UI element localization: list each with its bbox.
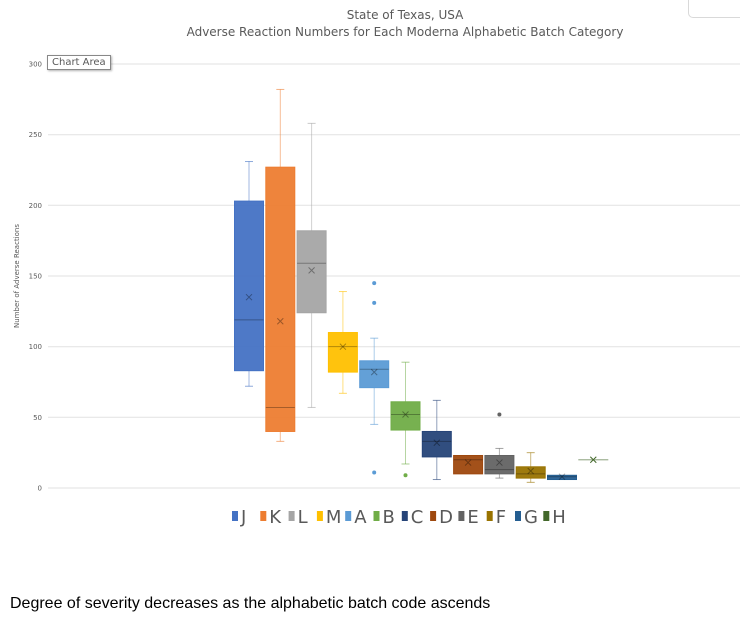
box-G <box>547 473 577 481</box>
boxes <box>234 88 609 483</box>
box-J <box>234 161 264 387</box>
y-tick-label: 0 <box>38 485 42 493</box>
mean-marker <box>527 467 535 475</box>
legend-label-K: K <box>269 507 282 528</box>
box-D <box>453 454 484 475</box>
box-E <box>484 412 515 479</box>
mean-marker <box>464 459 472 466</box>
legend-swatch-L <box>288 511 295 521</box>
outlier-point <box>497 412 502 417</box>
y-tick-labels: 0 50 100 150 200 250 300 <box>29 61 42 493</box>
box-K <box>265 88 296 442</box>
legend-swatch-H <box>543 511 550 521</box>
mean-marker <box>558 473 566 481</box>
box-body <box>421 430 452 458</box>
box-M <box>327 291 358 394</box>
box-body <box>359 360 390 389</box>
mean-marker <box>339 343 347 351</box>
mean-marker <box>276 317 284 325</box>
box-body <box>453 454 484 475</box>
box-F <box>515 452 546 483</box>
box-body <box>265 166 296 432</box>
chart-area-tooltip: Chart Area <box>47 55 111 70</box>
box-body <box>547 474 577 481</box>
legend-label-H: H <box>552 507 566 528</box>
legend-label-C: C <box>411 507 424 528</box>
legend-swatch-A <box>345 511 352 521</box>
y-tick-label: 250 <box>29 131 42 139</box>
box-body <box>484 454 515 475</box>
box-B <box>390 361 421 478</box>
legend-swatch-J <box>232 511 238 521</box>
outlier-point <box>372 470 377 475</box>
box-L <box>296 122 327 408</box>
box-body <box>327 332 358 373</box>
y-axis-label: Number of Adverse Reactions <box>13 224 21 328</box>
legend-swatch-D <box>430 511 437 521</box>
box-plot-chart[interactable]: State of Texas, USA Adverse Reaction Num… <box>0 0 740 540</box>
y-tick-label: 150 <box>29 273 42 281</box>
y-tick-label: 100 <box>29 343 42 351</box>
mean-marker <box>370 368 378 376</box>
y-tick-label: 50 <box>33 414 42 422</box>
legend-swatch-M <box>316 511 323 521</box>
chart-subtitle: Adverse Reaction Numbers for Each Modern… <box>187 25 624 39</box>
outlier-point <box>372 281 377 286</box>
legend-label-J: J <box>240 507 246 528</box>
legend-label-G: G <box>524 507 538 528</box>
mean-marker <box>589 456 597 464</box>
legend-label-D: D <box>439 507 453 528</box>
figure-caption: Degree of severity decreases as the alph… <box>10 595 491 612</box>
box-H <box>578 456 609 464</box>
box-body <box>515 466 546 479</box>
box-body <box>234 200 264 372</box>
legend-swatch-K <box>260 511 267 521</box>
mean-marker <box>496 459 503 466</box>
chart-title: State of Texas, USA <box>347 8 464 22</box>
y-tick-label: 200 <box>29 202 42 210</box>
gridlines <box>48 63 740 489</box>
legend-label-E: E <box>467 507 478 528</box>
mean-marker <box>433 439 441 447</box>
outlier-point <box>403 473 408 478</box>
box-body <box>390 401 421 431</box>
legend-label-M: M <box>326 507 342 528</box>
mean-marker <box>308 266 315 274</box>
legend-swatch-C <box>401 511 408 521</box>
mean-marker <box>245 293 253 301</box>
legend-label-L: L <box>298 507 308 528</box>
legend-swatch-G <box>515 511 521 521</box>
box-A <box>359 281 390 475</box>
legend-label-B: B <box>383 507 395 528</box>
legend-swatch-E <box>458 511 465 521</box>
box-body <box>296 230 327 314</box>
legend-label-F: F <box>496 507 506 528</box>
outlier-point <box>372 300 377 305</box>
legend-swatch-F <box>486 511 493 521</box>
box-C <box>421 399 452 481</box>
y-tick-label: 300 <box>29 61 42 69</box>
overlay-panel <box>688 0 740 18</box>
legend-label-A: A <box>354 507 367 528</box>
mean-marker <box>402 411 409 418</box>
legend-swatch-B <box>373 511 380 521</box>
